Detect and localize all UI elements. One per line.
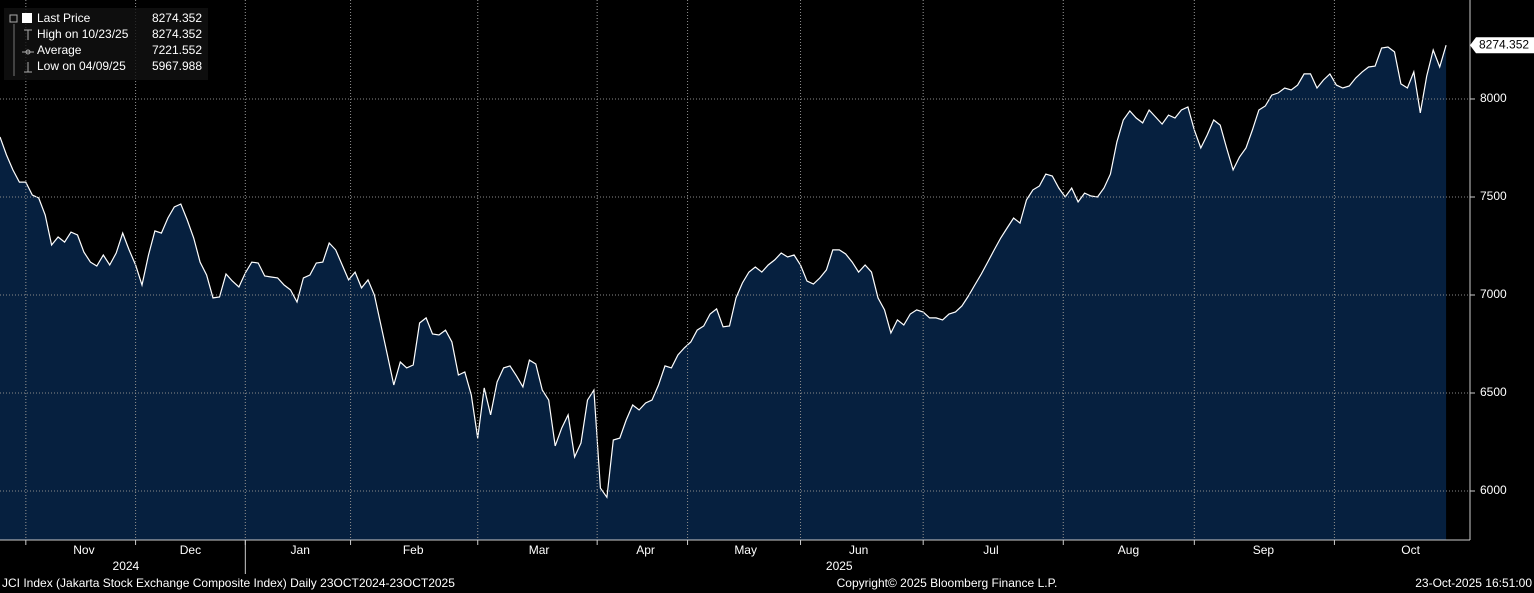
y-tick-label: 6000	[1480, 483, 1507, 497]
y-tick-label: 7000	[1480, 287, 1507, 301]
legend-value: 5967.988	[152, 59, 202, 73]
x-tick-label: Mar	[529, 543, 550, 557]
legend-label: Average	[37, 43, 82, 57]
legend-box	[4, 8, 208, 80]
x-tick-label: Sep	[1253, 543, 1275, 557]
legend-label: Last Price	[37, 11, 91, 25]
legend-icon	[22, 49, 34, 55]
x-tick-label: Aug	[1118, 543, 1139, 557]
price-tag	[1470, 37, 1534, 54]
line	[0, 45, 1447, 499]
legend-icon	[24, 62, 32, 73]
legend: Last Price 8274.352 High on 10/23/25 827…	[4, 8, 208, 80]
y-tick-label: 7500	[1480, 189, 1507, 203]
footer-source: JCI Index (Jakarta Stock Exchange Compos…	[2, 576, 455, 590]
price-tag-label: 8274.352	[1479, 37, 1529, 51]
legend-value: 8274.352	[152, 27, 202, 41]
x-tick-label: Oct	[1401, 543, 1420, 557]
legend-value: 8274.352	[152, 11, 202, 25]
x-tick-label: Feb	[403, 543, 424, 557]
x-tick-label: Jan	[291, 543, 310, 557]
area	[0, 45, 1447, 540]
legend-swatch	[22, 13, 32, 23]
year-label: 2024	[113, 559, 140, 573]
y-tick-label: 8000	[1480, 91, 1507, 105]
x-tick-label: Jun	[849, 543, 868, 557]
x-tick-label: Dec	[180, 543, 201, 557]
x-tick-label: Apr	[636, 543, 655, 557]
x-tick-label: Nov	[73, 543, 94, 557]
year-label: 2025	[826, 559, 853, 573]
legend-icon	[9, 14, 18, 23]
plot-area	[0, 45, 1447, 540]
legend-icon	[24, 29, 32, 40]
legend-value: 7221.552	[152, 43, 202, 57]
footer-timestamp: 23-Oct-2025 16:51:00	[1415, 576, 1532, 590]
x-tick-label: Jul	[983, 543, 998, 557]
x-tick-label: May	[734, 543, 757, 557]
footer-copyright: Copyright© 2025 Bloomberg Finance L.P.	[837, 576, 1058, 590]
y-tick-label: 6500	[1480, 385, 1507, 399]
legend-label: High on 10/23/25	[37, 27, 129, 41]
legend-label: Low on 04/09/25	[37, 59, 126, 73]
